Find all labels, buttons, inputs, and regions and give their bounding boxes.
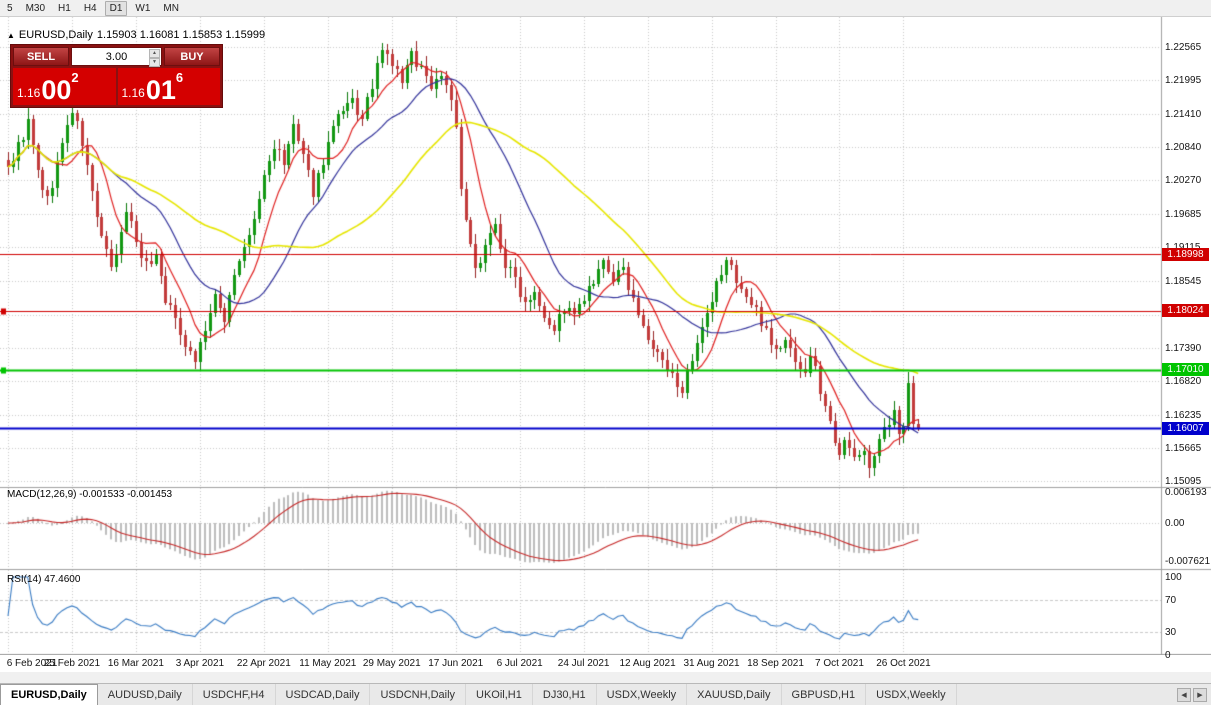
- chart-tab-usdchf-h4[interactable]: USDCHF,H4: [193, 684, 276, 705]
- timeframe-button-d1[interactable]: D1: [104, 0, 128, 16]
- date-axis-label: 7 Oct 2021: [815, 658, 864, 669]
- price-axis-label: 1.15095: [1165, 476, 1202, 487]
- volume-spinner: ▲ ▼: [149, 49, 160, 67]
- rsi-axis-label: 70: [1165, 595, 1177, 607]
- date-axis-label: 22 Apr 2021: [236, 658, 291, 669]
- date-axis-label: 26 Oct 2021: [876, 658, 931, 669]
- price-axis-label: 1.16235: [1165, 409, 1202, 421]
- date-axis-label: 16 Mar 2021: [107, 658, 164, 669]
- price-axis-label: 1.21410: [1165, 109, 1202, 121]
- sell-button[interactable]: SELL: [13, 47, 69, 66]
- symbol-direction-icon: ▲: [7, 30, 15, 40]
- chart-tab-bar: EURUSD,Daily AUDUSD,Daily USDCHF,H4 USDCAD,…: [0, 683, 1211, 705]
- date-axis-label: 24 Jul 2021: [557, 658, 610, 669]
- date-axis: [0, 655, 1211, 672]
- tabs-scroll-left-button[interactable]: ◀: [1177, 687, 1191, 702]
- price-axis-label: 1.17390: [1165, 342, 1202, 354]
- date-axis-label: 25 Feb 2021: [43, 658, 101, 669]
- rsi-axis-label: 100: [1165, 572, 1182, 583]
- macd-axis-label: 0.006193: [1165, 487, 1207, 499]
- price-tag-1.18998: 1.18998: [1162, 247, 1209, 261]
- tabs-scroll-right-button[interactable]: ▶: [1193, 687, 1207, 702]
- timeframe-button-h1[interactable]: H1: [58, 2, 71, 14]
- symbol-ohlc-values: 1.15903 1.16081 1.15853 1.15999: [96, 29, 266, 41]
- chart-tab-ukoil-h1[interactable]: UKOil,H1: [466, 684, 533, 705]
- sell-price-prefix: 1.16: [17, 86, 41, 100]
- buy-price-big-digits: 01: [145, 75, 176, 105]
- date-axis-label: 3 Apr 2021: [175, 658, 225, 669]
- timeframe-toolbar: 5 M30 H1 H4 D1 W1 MN: [0, 0, 1211, 17]
- sell-price-pipette: 2: [71, 70, 79, 85]
- price-tag-1.17010: 1.17010: [1162, 363, 1209, 377]
- timeframe-button-w1[interactable]: W1: [135, 2, 151, 14]
- date-axis-label: 11 May 2021: [299, 658, 357, 669]
- price-axis-label: 1.19685: [1165, 209, 1202, 221]
- one-click-trading-panel: SELL 3.00 ▲ ▼ BUY 1.16 00 2 1.16 01 6: [10, 44, 223, 108]
- date-axis-label: 6 Feb 2021: [6, 658, 58, 669]
- chart-tab-usdcad-daily[interactable]: USDCAD,Daily: [276, 684, 371, 705]
- timeframe-button-m30[interactable]: M30: [25, 2, 46, 14]
- chart-tab-usdx-weekly[interactable]: USDX,Weekly: [866, 684, 957, 705]
- date-axis-label: 17 Jun 2021: [428, 658, 484, 669]
- chart-tab-usdcnh-daily[interactable]: USDCNH,Daily: [370, 684, 467, 705]
- macd-axis-label: 0.00: [1165, 518, 1185, 529]
- price-tag-1.18024: 1.18024: [1162, 304, 1209, 318]
- chart-tab-dj30-h1[interactable]: DJ30,H1: [533, 684, 597, 705]
- date-axis-label: 12 Aug 2021: [619, 658, 676, 669]
- date-axis-label: 18 Sep 2021: [747, 658, 804, 669]
- volume-increase-button[interactable]: ▲: [149, 49, 160, 58]
- chart-tab-audusd-daily[interactable]: AUDUSD,Daily: [98, 684, 193, 705]
- timeframe-button-5[interactable]: 5: [7, 2, 13, 14]
- chart-tab-eurusd-daily[interactable]: EURUSD,Daily: [0, 684, 98, 705]
- date-axis-label: 29 May 2021: [362, 658, 421, 669]
- price-tag-1.16007: 1.16007: [1162, 421, 1209, 435]
- macd-indicator-label: MACD(12,26,9) -0.001533 -0.001453: [7, 489, 173, 500]
- rsi-axis-label: 30: [1165, 626, 1177, 638]
- price-axis-label: 1.20840: [1165, 142, 1202, 154]
- symbol-name: EURUSD,Daily: [18, 29, 93, 41]
- trade-panel-price-row: 1.16 00 2 1.16 01 6: [13, 68, 220, 105]
- volume-value: 3.00: [105, 50, 128, 63]
- chart-tab-gbpusd-h1[interactable]: GBPUSD,H1: [782, 684, 867, 705]
- chart-tab-xauusd-daily[interactable]: XAUUSD,Daily: [687, 684, 782, 705]
- buy-price-display[interactable]: 1.16 01 6: [117, 68, 220, 105]
- buy-price-prefix: 1.16: [121, 86, 145, 100]
- buy-price-pipette: 6: [175, 70, 184, 85]
- price-axis-label: 1.16820: [1165, 375, 1202, 387]
- sell-price-display[interactable]: 1.16 00 2: [13, 68, 116, 105]
- chart-tab-usdx-weekly[interactable]: USDX,Weekly: [597, 684, 688, 705]
- rsi-axis-label: 0: [1165, 650, 1171, 661]
- price-axis-label: 1.15665: [1165, 442, 1202, 454]
- macd-axis-label: -0.007621: [1165, 556, 1211, 568]
- rsi-indicator-label: RSI(14) 47.4600: [7, 574, 81, 585]
- volume-decrease-button[interactable]: ▼: [149, 58, 160, 67]
- price-axis-label: 1.20270: [1165, 175, 1202, 187]
- buy-button[interactable]: BUY: [164, 47, 220, 66]
- price-axis-label: 1.18545: [1165, 275, 1202, 287]
- price-axis-label: 1.21995: [1165, 75, 1202, 87]
- tab-scroll-buttons: ◀ ▶: [1173, 684, 1211, 705]
- date-axis-label: 31 Aug 2021: [683, 658, 740, 669]
- timeframe-button-h4[interactable]: H4: [83, 2, 97, 14]
- price-axis-label: 1.22565: [1165, 42, 1202, 53]
- trade-panel-top-row: SELL 3.00 ▲ ▼ BUY: [13, 47, 220, 67]
- chart-symbol-header: ▲ EURUSD,Daily 1.15903 1.16081 1.15853 1…: [7, 29, 265, 41]
- timeframe-button-mn[interactable]: MN: [163, 2, 179, 14]
- date-axis-label: 6 Jul 2021: [496, 658, 543, 669]
- volume-input[interactable]: 3.00 ▲ ▼: [71, 47, 162, 67]
- sell-price-big-digits: 00: [41, 75, 72, 105]
- price-chart-canvas[interactable]: [0, 17, 1211, 655]
